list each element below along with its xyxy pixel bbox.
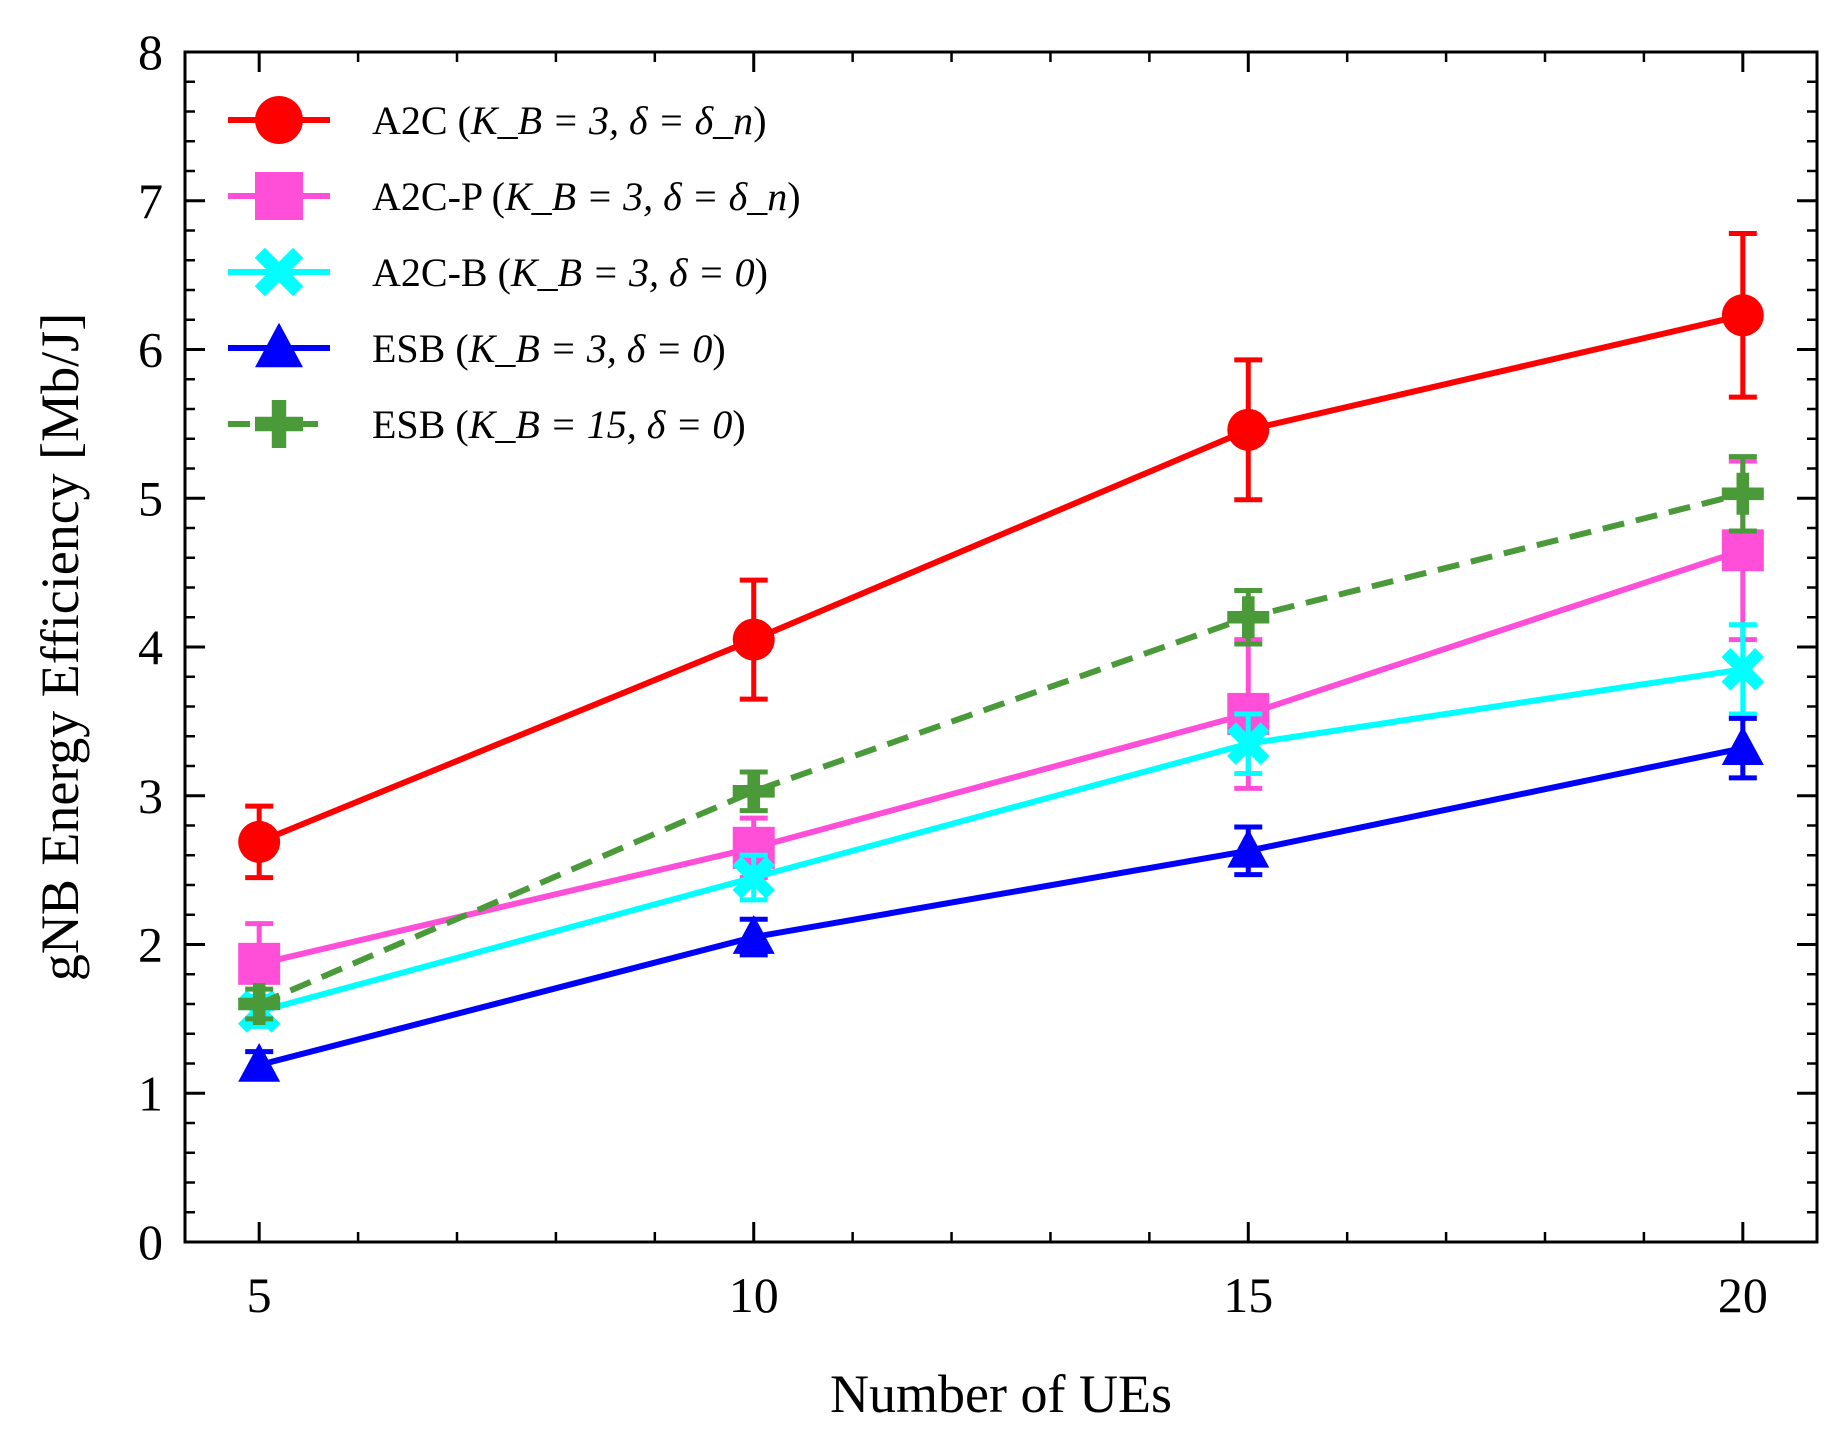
- x-tick-label: 5: [247, 1267, 272, 1323]
- legend-item-5: ESB (K_B = 15, δ = 0): [228, 400, 746, 448]
- data-point: [732, 618, 775, 661]
- legend-item-2: A2C-P (K_B = 3, δ = δ_n): [228, 172, 801, 220]
- axis-ticks: 5 10 15 20 0 1 2 3 4 5 6 7 8: [138, 24, 1817, 1323]
- legend-label-suffix: ): [712, 326, 725, 371]
- data-point: [732, 770, 775, 813]
- legend-label-math: K_B = 3, δ = 0: [468, 326, 713, 371]
- legend-label-math: K_B = 15, δ = 0: [468, 402, 733, 447]
- series-layer: [237, 230, 1765, 1082]
- legend-label-math: K_B = 3, δ = 0: [510, 250, 755, 295]
- y-axis-title: gNB Energy Efficiency [Mb/J]: [30, 313, 90, 981]
- legend-marker: [255, 400, 303, 448]
- legend-marker: [255, 322, 303, 368]
- y-tick-label: 0: [138, 1214, 163, 1270]
- y-tick-label: 4: [138, 619, 163, 675]
- legend-label-suffix: ): [753, 98, 766, 143]
- legend-label: A2C (K_B = 3, δ = δ_n): [372, 98, 767, 143]
- series-line: [258, 666, 1744, 1015]
- y-tick-label: 2: [138, 917, 163, 973]
- y-tick-label: 8: [138, 24, 163, 80]
- x-tick-label: 20: [1718, 1267, 1768, 1323]
- legend-marker: [254, 247, 304, 297]
- y-tick-label: 5: [138, 470, 163, 526]
- data-point: [1721, 726, 1764, 765]
- series-line: [257, 490, 1744, 1007]
- legend-marker: [255, 172, 303, 220]
- legend-label: A2C-B (K_B = 3, δ = 0): [372, 250, 768, 295]
- plot-border: [183, 50, 1819, 1244]
- series-line: [258, 745, 1744, 1068]
- y-tick-label: 6: [138, 322, 163, 378]
- x-tick-label: 15: [1223, 1267, 1273, 1323]
- data-point: [732, 915, 775, 954]
- data-point: [1721, 648, 1765, 691]
- y-tick-label: 7: [138, 173, 163, 229]
- y-tick-label: 3: [138, 768, 163, 824]
- y-tick-label: 1: [138, 1065, 163, 1121]
- data-point: [732, 856, 775, 899]
- legend-label-math: K_B = 3, δ = δ_n: [504, 174, 787, 219]
- legend-label-prefix: A2C-P (: [372, 174, 505, 219]
- plot-area: [183, 50, 1819, 1244]
- data-point: [238, 1042, 281, 1082]
- legend-label: A2C-P (K_B = 3, δ = δ_n): [372, 174, 801, 219]
- legend-label-prefix: ESB (: [372, 402, 469, 447]
- data-point: [1227, 596, 1270, 639]
- x-stroke: [1721, 648, 1765, 691]
- legend-label-prefix: ESB (: [372, 326, 469, 371]
- legend-marker: [255, 96, 303, 144]
- data-point: [1721, 529, 1764, 572]
- legend-label-suffix: ): [787, 174, 800, 219]
- legend-item-1: A2C (K_B = 3, δ = δ_n): [228, 96, 767, 144]
- series-2: [238, 458, 1764, 1007]
- series-4: [238, 715, 1764, 1082]
- data-point: [1721, 294, 1764, 337]
- series-3: [237, 622, 1765, 1033]
- series-5: [238, 454, 1764, 1025]
- x-tick-label: 10: [729, 1267, 779, 1323]
- data-point: [1227, 828, 1270, 868]
- legend-label-prefix: A2C (: [372, 98, 471, 143]
- legend: A2C (K_B = 3, δ = δ_n)A2C-P (K_B = 3, δ …: [228, 96, 801, 448]
- series-line: [258, 312, 1744, 845]
- legend-label-suffix: ): [755, 250, 768, 295]
- legend-item-4: ESB (K_B = 3, δ = 0): [228, 322, 726, 371]
- legend-label: ESB (K_B = 3, δ = 0): [372, 326, 726, 371]
- data-point: [1227, 408, 1270, 451]
- data-point: [238, 820, 281, 863]
- series-line: [258, 547, 1744, 967]
- x-stroke: [254, 247, 304, 297]
- legend-label-math: K_B = 3, δ = δ_n: [470, 98, 753, 143]
- data-point: [1227, 722, 1270, 765]
- legend-label-suffix: ): [732, 402, 745, 447]
- legend-label-prefix: A2C-B (: [372, 250, 511, 295]
- data-point: [1721, 472, 1764, 515]
- legend-label: ESB (K_B = 15, δ = 0): [372, 402, 746, 447]
- x-stroke: [1227, 722, 1270, 765]
- series-1: [238, 230, 1764, 881]
- x-stroke: [732, 856, 775, 899]
- data-point: [238, 942, 281, 985]
- data-point: [238, 983, 281, 1025]
- x-axis-title: Number of UEs: [830, 1364, 1172, 1424]
- legend-item-3: A2C-B (K_B = 3, δ = 0): [228, 247, 768, 297]
